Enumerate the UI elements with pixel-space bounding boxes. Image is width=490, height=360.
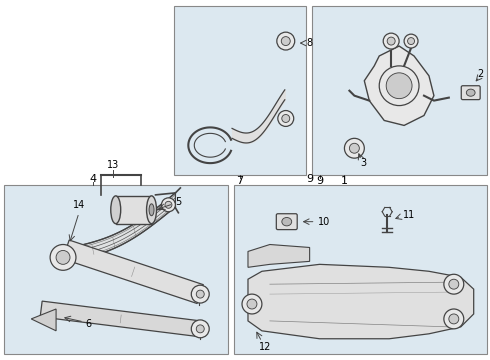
Circle shape: [379, 66, 419, 105]
Circle shape: [165, 201, 172, 208]
Text: 10: 10: [318, 217, 330, 227]
Polygon shape: [40, 301, 201, 337]
Text: 4: 4: [89, 174, 97, 184]
Bar: [116, 196, 151, 224]
Circle shape: [242, 294, 262, 314]
Polygon shape: [63, 240, 203, 303]
Text: 8: 8: [307, 38, 313, 48]
Circle shape: [404, 34, 418, 48]
Circle shape: [383, 33, 399, 49]
Circle shape: [162, 198, 175, 212]
Circle shape: [444, 309, 464, 329]
Bar: [4, 185, 228, 354]
Circle shape: [278, 111, 294, 126]
Circle shape: [344, 138, 365, 158]
Circle shape: [191, 285, 209, 303]
Polygon shape: [31, 309, 56, 331]
Polygon shape: [248, 264, 474, 339]
Polygon shape: [248, 244, 310, 267]
Ellipse shape: [466, 89, 475, 96]
Polygon shape: [365, 46, 434, 125]
Text: 14: 14: [73, 200, 85, 210]
Text: 2: 2: [478, 69, 484, 79]
Circle shape: [281, 37, 290, 46]
Text: 7: 7: [237, 176, 244, 186]
Circle shape: [277, 32, 294, 50]
Circle shape: [191, 320, 209, 338]
Text: 12: 12: [259, 342, 271, 352]
Circle shape: [50, 244, 76, 270]
Bar: [234, 185, 487, 354]
Ellipse shape: [149, 204, 154, 216]
Text: 5: 5: [175, 197, 182, 207]
Text: 13: 13: [107, 160, 119, 170]
Circle shape: [408, 37, 415, 45]
Circle shape: [247, 299, 257, 309]
Text: 9: 9: [316, 176, 323, 186]
Circle shape: [196, 290, 204, 298]
Circle shape: [449, 314, 459, 324]
Circle shape: [386, 73, 412, 99]
Circle shape: [56, 251, 70, 264]
FancyBboxPatch shape: [461, 86, 480, 100]
Circle shape: [387, 37, 395, 45]
Circle shape: [449, 279, 459, 289]
Polygon shape: [71, 193, 175, 261]
FancyBboxPatch shape: [276, 214, 297, 230]
Circle shape: [349, 143, 359, 153]
Ellipse shape: [147, 196, 156, 224]
Bar: [312, 6, 487, 175]
Text: 1: 1: [341, 176, 348, 186]
Ellipse shape: [282, 217, 292, 226]
Text: 6: 6: [86, 319, 92, 329]
Circle shape: [444, 274, 464, 294]
Text: 11: 11: [403, 210, 416, 220]
Circle shape: [196, 325, 204, 333]
Ellipse shape: [111, 196, 121, 224]
Bar: [174, 6, 306, 175]
Text: 9: 9: [306, 174, 313, 184]
Circle shape: [282, 114, 290, 122]
Text: 3: 3: [360, 158, 367, 168]
